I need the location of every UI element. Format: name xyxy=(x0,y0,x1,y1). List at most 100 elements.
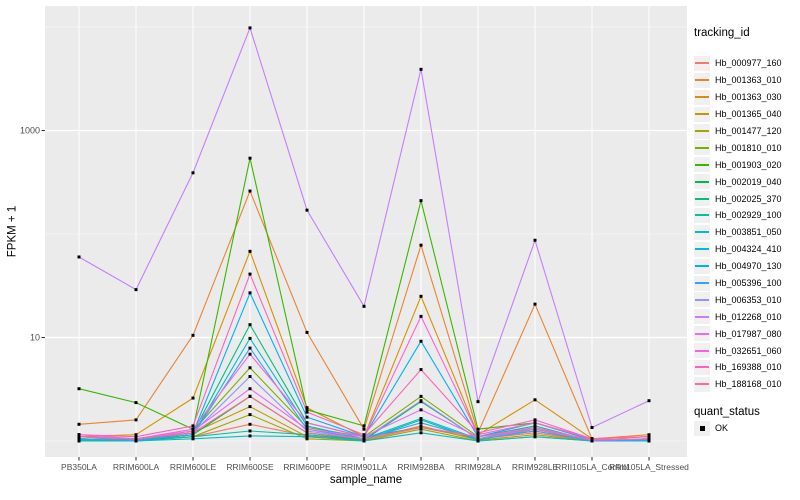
line-key-icon xyxy=(694,72,710,88)
data-point xyxy=(419,425,423,429)
x-tick-label: RRIM928LE xyxy=(512,462,559,472)
data-point xyxy=(248,323,252,327)
line-key-icon xyxy=(694,224,710,240)
data-point xyxy=(305,424,309,428)
data-point xyxy=(191,433,195,437)
line-key-icon xyxy=(694,55,710,71)
data-point xyxy=(419,431,423,435)
legend-item-label: Hb_004970_130 xyxy=(715,261,782,272)
data-point xyxy=(533,302,537,306)
series-color-swatch xyxy=(695,315,709,318)
data-point xyxy=(305,433,309,437)
legend-item-label: Hb_017987_080 xyxy=(715,328,782,339)
legend-item-label: Hb_001810_010 xyxy=(715,142,782,153)
line-key-icon xyxy=(694,207,710,223)
series-color-swatch xyxy=(695,332,709,335)
data-point xyxy=(419,294,423,298)
data-point xyxy=(134,288,138,292)
data-point xyxy=(590,426,594,430)
legend-item-tracking: Hb_001477_120 xyxy=(694,123,800,140)
data-point xyxy=(248,272,252,276)
data-point xyxy=(362,433,366,437)
data-point xyxy=(77,437,81,441)
series-color-swatch xyxy=(695,79,709,82)
data-point xyxy=(134,437,138,441)
line-key-icon xyxy=(694,140,710,156)
series-color-swatch xyxy=(695,96,709,99)
data-point xyxy=(191,171,195,175)
data-point xyxy=(191,437,195,441)
line-key-icon xyxy=(694,258,710,274)
x-tick-label: PB350LA xyxy=(61,462,97,472)
legend-item-tracking: Hb_001363_010 xyxy=(694,72,800,89)
data-point xyxy=(305,421,309,425)
legend-item-label: Hb_002025_370 xyxy=(715,193,782,204)
legend-item-label: Hb_002019_040 xyxy=(715,176,782,187)
data-point xyxy=(248,156,252,160)
series-color-swatch xyxy=(695,180,709,183)
data-point xyxy=(305,208,309,212)
y-tick-label: 1000 xyxy=(20,126,40,136)
line-key-icon xyxy=(694,157,710,173)
data-point xyxy=(476,431,480,435)
data-point xyxy=(419,399,423,403)
series-color-swatch xyxy=(695,214,709,217)
x-axis-title: sample_name xyxy=(329,474,403,486)
data-point xyxy=(533,421,537,425)
line-key-icon xyxy=(694,174,710,190)
legend-item-label: Hb_002929_100 xyxy=(715,210,782,221)
square-point-icon xyxy=(699,425,705,431)
legend-item-label: Hb_003851_050 xyxy=(715,227,782,238)
legend-item-tracking: Hb_001363_030 xyxy=(694,89,800,106)
legend-item-quant-ok: OK xyxy=(694,420,800,437)
data-point xyxy=(248,366,252,370)
series-color-swatch xyxy=(695,248,709,251)
data-point xyxy=(305,330,309,334)
data-point xyxy=(419,421,423,425)
legend-item-tracking: Hb_002929_100 xyxy=(694,207,800,224)
data-point xyxy=(248,429,252,433)
data-point xyxy=(77,433,81,437)
data-point xyxy=(191,427,195,431)
data-point xyxy=(419,368,423,372)
data-point xyxy=(362,424,366,428)
data-point xyxy=(419,416,423,420)
line-key-icon xyxy=(694,106,710,122)
series-color-swatch xyxy=(695,231,709,234)
x-tick-label: RRIM928LA xyxy=(455,462,502,472)
series-color-swatch xyxy=(695,282,709,285)
data-point xyxy=(248,394,252,398)
data-point xyxy=(248,346,252,350)
line-key-icon xyxy=(694,123,710,139)
legend-item-tracking: Hb_002025_370 xyxy=(694,190,800,207)
data-point xyxy=(77,422,81,426)
y-tick-label: 10 xyxy=(30,333,40,343)
data-point xyxy=(248,336,252,340)
panel-background xyxy=(45,6,687,457)
series-color-swatch xyxy=(695,197,709,200)
data-point xyxy=(362,439,366,443)
data-point xyxy=(134,401,138,405)
legend-item-tracking: Hb_169388_010 xyxy=(694,359,800,376)
legend-items-tracking: Hb_000977_160 Hb_001363_010 Hb_001363_030 H… xyxy=(694,55,800,393)
legend-item-label: Hb_006353_010 xyxy=(715,294,782,305)
data-point xyxy=(191,431,195,435)
x-tick-label: RRIM901LA xyxy=(341,462,388,472)
legend-item-tracking: Hb_032651_060 xyxy=(694,342,800,359)
data-point xyxy=(191,396,195,400)
data-point xyxy=(533,435,537,439)
data-point xyxy=(248,387,252,391)
legend-item-label: Hb_012268_010 xyxy=(715,311,782,322)
data-point xyxy=(362,437,366,441)
line-key-icon xyxy=(694,359,710,375)
data-point xyxy=(305,437,309,441)
data-point xyxy=(476,433,480,437)
line-key-icon xyxy=(694,326,710,342)
data-point xyxy=(476,427,480,431)
line-key-icon xyxy=(694,275,710,291)
data-point xyxy=(362,435,366,439)
data-point xyxy=(419,314,423,318)
data-point xyxy=(533,418,537,422)
data-point xyxy=(191,333,195,337)
